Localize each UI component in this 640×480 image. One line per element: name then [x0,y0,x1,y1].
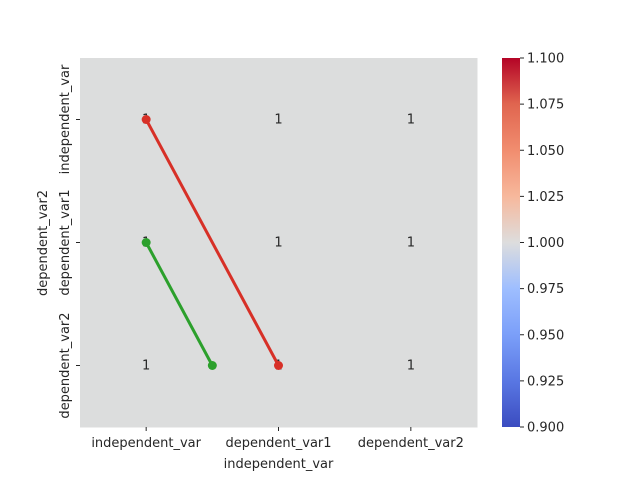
y-tick-label: dependent_var2 [58,312,73,418]
colorbar-tick-label: 1.050 [527,144,564,159]
heatmap-cell [212,58,346,182]
colorbar-tick-label: 1.075 [527,98,564,113]
colorbar: 0.900 0.925 0.950 0.975 1.000 1.025 1.050 1.075… [502,52,564,436]
overlay-line-2 [144,241,214,367]
y-tick-label: independent_var [58,64,73,174]
colorbar-tick-label: 0.975 [527,282,564,297]
overlay-marker-2-1 [141,238,151,247]
colorbar-gradient [502,58,520,427]
cell-label: 1 [407,236,415,251]
overlay-lines [141,115,283,370]
axes: independent_var dependent_var1 dependent_v… [36,64,464,472]
colorbar-tick-label: 1.100 [527,52,564,67]
cell-label: 1 [274,113,282,128]
overlay-line-1 [144,118,280,367]
x-tick-label: independent_var [91,436,201,451]
cell-label: 1 [274,236,282,251]
heatmap-cell [344,58,478,182]
x-tick-label: dependent_var1 [225,436,331,451]
cell-label: 1 [142,359,150,374]
colorbar-tick-label: 1.025 [527,190,564,205]
cell-label: 1 [407,359,415,374]
colorbar-tick-label: 0.900 [527,421,564,436]
overlay-marker-1-2 [274,361,283,370]
overlay-marker-2-2 [207,361,217,370]
y-tick-label: dependent_var1 [58,189,73,295]
cell-label: 1 [407,113,415,128]
x-tick-label: dependent_var2 [358,436,464,451]
colorbar-tick-label: 0.950 [527,328,564,343]
colorbar-tick-label: 1.000 [527,236,564,251]
heatmap-cell [344,304,478,428]
x-axis-label: independent_var [224,457,334,472]
y-axis-label: dependent_var2 [36,190,51,296]
plot-area: 111111111 [80,58,478,428]
heatmap-cell [344,181,478,305]
colorbar-tick-label: 0.925 [527,374,564,389]
overlay-marker-1-1 [141,115,151,124]
